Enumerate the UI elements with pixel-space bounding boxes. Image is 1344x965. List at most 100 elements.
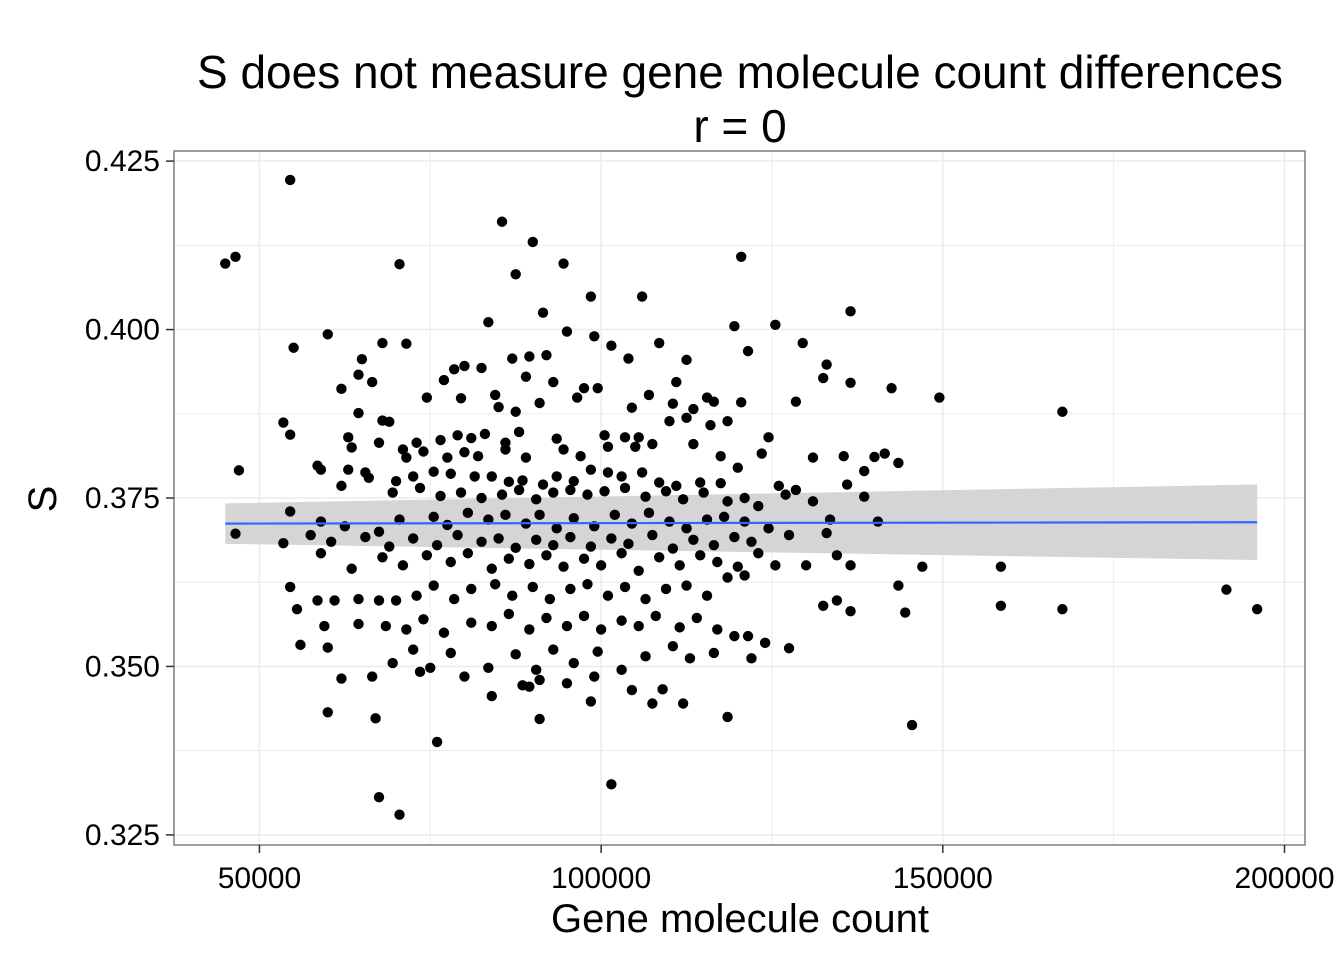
data-point bbox=[708, 539, 720, 551]
data-points bbox=[220, 174, 1263, 820]
data-point bbox=[455, 487, 467, 498]
data-point bbox=[346, 442, 357, 453]
data-point bbox=[619, 581, 631, 593]
data-point bbox=[589, 671, 600, 682]
data-point bbox=[592, 382, 603, 394]
data-point bbox=[483, 662, 494, 673]
chart-subtitle: r = 0 bbox=[693, 100, 786, 152]
data-point bbox=[664, 516, 675, 527]
data-point bbox=[667, 641, 679, 652]
data-point bbox=[790, 396, 802, 407]
data-point bbox=[551, 523, 562, 534]
data-point bbox=[934, 392, 945, 403]
data-point bbox=[616, 615, 627, 626]
x-tick-label: 200000 bbox=[1234, 862, 1334, 895]
data-point bbox=[879, 448, 890, 459]
data-point bbox=[780, 489, 791, 500]
data-point bbox=[319, 620, 330, 632]
data-point bbox=[414, 482, 426, 494]
data-point bbox=[548, 539, 559, 551]
data-point bbox=[459, 671, 470, 682]
data-point bbox=[845, 306, 856, 317]
data-point bbox=[438, 374, 450, 386]
data-point bbox=[681, 354, 692, 366]
data-point bbox=[1057, 603, 1068, 615]
data-point bbox=[407, 471, 419, 482]
data-point bbox=[476, 362, 487, 374]
data-point bbox=[397, 560, 409, 571]
data-point bbox=[315, 548, 327, 559]
data-point bbox=[736, 397, 747, 408]
data-point bbox=[527, 236, 538, 248]
data-point bbox=[524, 681, 535, 692]
data-point bbox=[722, 711, 733, 723]
data-point bbox=[681, 412, 692, 424]
data-point bbox=[421, 550, 433, 561]
data-point bbox=[729, 630, 740, 642]
data-point bbox=[445, 468, 456, 479]
data-point bbox=[841, 479, 853, 490]
data-point bbox=[483, 316, 494, 328]
data-point bbox=[394, 258, 405, 270]
data-point bbox=[284, 174, 296, 186]
data-point bbox=[599, 430, 610, 441]
axes: 50000 100000 150000 200000 0.325 0.350 0.375 0.… bbox=[85, 145, 1335, 895]
data-point bbox=[366, 376, 378, 388]
data-point bbox=[681, 523, 692, 534]
data-point bbox=[486, 563, 497, 574]
data-point bbox=[619, 432, 631, 443]
data-point bbox=[578, 553, 590, 564]
data-point bbox=[722, 496, 733, 507]
data-point bbox=[859, 465, 870, 477]
data-point bbox=[507, 353, 518, 364]
data-point bbox=[510, 269, 521, 280]
data-point bbox=[544, 593, 556, 605]
data-point bbox=[486, 690, 497, 702]
data-point bbox=[845, 377, 856, 388]
data-point bbox=[284, 429, 296, 440]
data-point bbox=[527, 581, 538, 593]
data-point bbox=[401, 624, 412, 635]
data-point bbox=[445, 556, 456, 568]
data-point bbox=[654, 337, 665, 349]
data-point bbox=[489, 579, 501, 590]
data-point bbox=[503, 608, 515, 620]
data-point bbox=[643, 389, 655, 401]
data-point bbox=[452, 430, 463, 441]
data-point bbox=[818, 600, 829, 612]
data-point bbox=[493, 401, 504, 413]
data-point bbox=[384, 416, 395, 428]
data-point bbox=[489, 389, 501, 401]
data-point bbox=[640, 593, 651, 605]
data-point bbox=[688, 534, 699, 545]
data-point bbox=[859, 491, 870, 502]
data-point bbox=[558, 258, 569, 269]
data-point bbox=[602, 441, 614, 452]
data-point bbox=[568, 475, 579, 487]
data-point bbox=[746, 536, 757, 547]
data-point bbox=[722, 415, 733, 427]
data-point bbox=[353, 407, 364, 419]
data-point bbox=[312, 595, 323, 606]
data-point bbox=[705, 420, 716, 431]
data-point bbox=[524, 351, 535, 362]
data-point bbox=[503, 476, 515, 488]
data-point bbox=[284, 506, 296, 517]
data-point bbox=[315, 516, 327, 527]
data-point bbox=[715, 451, 726, 462]
data-point bbox=[821, 359, 832, 370]
fit-line-layer bbox=[225, 521, 1258, 525]
data-point bbox=[534, 509, 545, 521]
data-point bbox=[407, 644, 419, 655]
data-point bbox=[520, 371, 532, 382]
data-point bbox=[623, 538, 634, 550]
data-point bbox=[220, 258, 231, 269]
data-point bbox=[640, 651, 651, 662]
data-point bbox=[585, 291, 597, 302]
data-point bbox=[425, 662, 436, 673]
data-point bbox=[230, 251, 241, 262]
data-point bbox=[452, 529, 463, 541]
data-point bbox=[800, 560, 812, 571]
data-point bbox=[541, 550, 552, 561]
